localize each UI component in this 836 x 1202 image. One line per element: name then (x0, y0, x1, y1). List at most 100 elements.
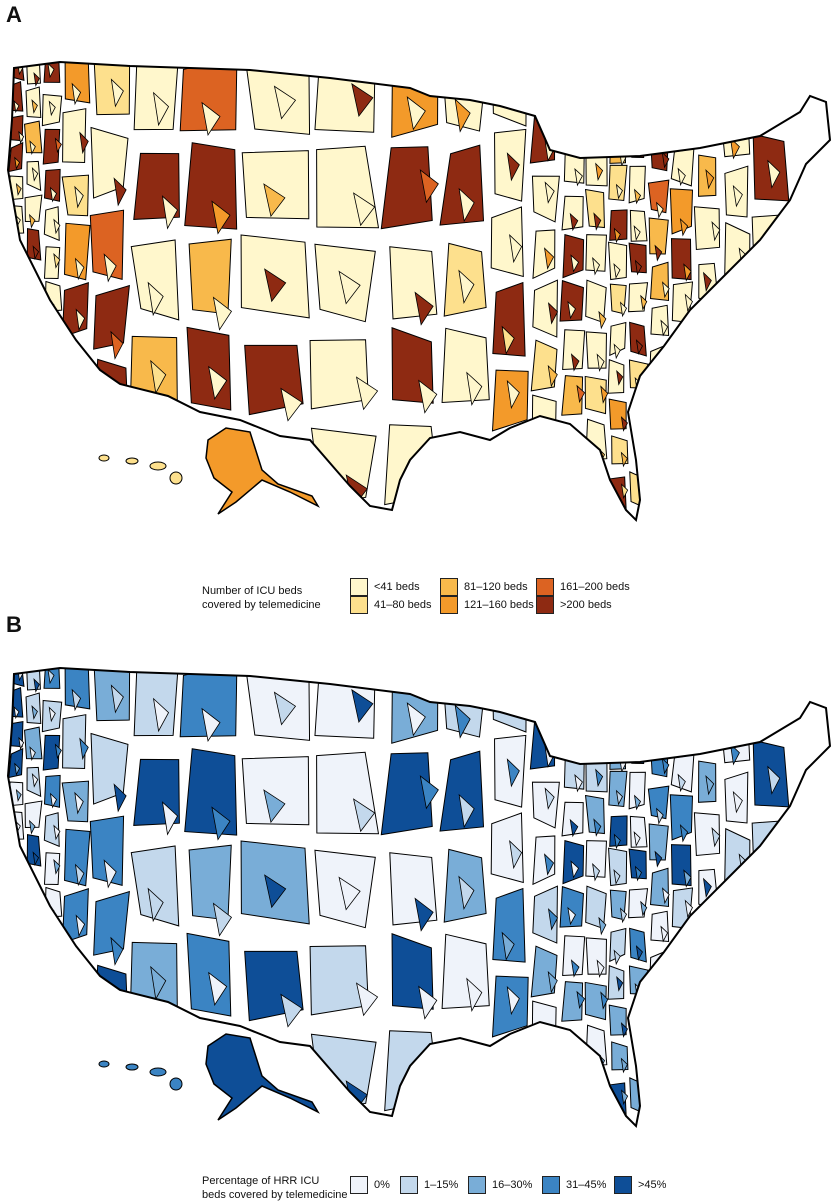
hrr-region (48, 706, 56, 723)
hrr-region (608, 164, 628, 202)
hrr-region (8, 668, 25, 687)
hrr-region (273, 85, 297, 120)
panel-b-letter: B (6, 612, 22, 637)
hrr-region (18, 130, 25, 144)
hrr-region (593, 818, 602, 837)
hrr-region (48, 100, 56, 117)
hrr-region (619, 907, 628, 924)
hrr-region (26, 228, 42, 261)
hrr-region (133, 62, 179, 131)
hrr-region (562, 329, 586, 371)
hrr-region (619, 301, 628, 318)
hrr-region (490, 206, 524, 278)
hrr-region (18, 736, 25, 750)
hrr-region (412, 469, 432, 505)
hrr-region (647, 179, 670, 214)
hrr-region (584, 794, 605, 835)
hrr-region (633, 225, 641, 241)
hrr-region (607, 965, 625, 1000)
hrr-region (585, 840, 607, 878)
hrr-region (628, 771, 646, 810)
hrr-region (454, 704, 471, 739)
hawaii-islands-a (98, 454, 183, 485)
hrr-region (532, 229, 556, 280)
legend-label: <41 beds (374, 581, 420, 593)
hrr-region (15, 182, 22, 197)
hrr-region (8, 141, 24, 173)
hrr-region (541, 1024, 552, 1047)
legend-title-line2: beds covered by telemedicine (202, 1189, 348, 1201)
hrr-region (309, 339, 369, 410)
hrr-region (654, 850, 663, 868)
hrr-region (147, 887, 164, 923)
hrr-region (600, 991, 609, 1010)
hrr-region (585, 234, 607, 272)
hrr-region (705, 775, 715, 796)
hrr-region (567, 906, 576, 926)
hrr-region (316, 751, 380, 835)
hrr-region (570, 860, 580, 879)
hrr-region (31, 166, 39, 182)
hrr-region (75, 914, 86, 938)
hrr-region (633, 831, 641, 847)
hrr-region (64, 828, 91, 887)
hrr-region (264, 874, 287, 909)
legend-swatch (542, 1176, 560, 1194)
hrr-region (628, 359, 649, 389)
hrr-region (439, 750, 485, 832)
hrr-region (53, 859, 61, 875)
hrr-region (24, 726, 43, 760)
hrr-region (613, 833, 621, 850)
hrr-region (628, 282, 649, 313)
hrr-region (629, 209, 648, 242)
hrr-region (29, 140, 36, 155)
hrr-region (773, 852, 787, 882)
hrr-region (188, 238, 232, 315)
hrr-region (532, 835, 556, 886)
hrr-region (264, 268, 287, 303)
hrr-region (117, 994, 131, 1024)
hrr-region (562, 233, 585, 279)
legend-swatch (536, 596, 554, 614)
hrr-region (584, 981, 607, 1021)
hrr-region (506, 152, 520, 182)
hrr-region (609, 209, 628, 241)
hrr-region (351, 83, 374, 118)
hrr-region (773, 246, 787, 276)
legend-title-line2: covered by telemedicine (202, 599, 321, 611)
hrr-region (608, 770, 628, 808)
hrr-region (29, 746, 36, 761)
hrr-region (595, 162, 604, 182)
hrr-region (338, 270, 361, 305)
legend-icu-beds: Number of ICU beds covered by telemedici… (202, 578, 662, 618)
hawaii-island (125, 1063, 139, 1071)
hrr-region (43, 246, 61, 279)
legend-label: 81–120 beds (464, 581, 528, 593)
hrr-region (351, 689, 374, 724)
hawaii-island (98, 1060, 110, 1068)
hrr-region (280, 993, 303, 1028)
hrr-region (150, 359, 167, 395)
hrr-region (79, 131, 89, 155)
hrr-region (8, 62, 25, 81)
hrr-region (441, 327, 490, 404)
hrr-region (62, 108, 87, 163)
hrr-region (441, 933, 490, 1010)
hrr-region (42, 734, 61, 771)
hrr-region (458, 187, 475, 223)
legend-title-line1: Number of ICU beds (202, 585, 303, 597)
hrr-region (613, 869, 621, 885)
hrr-region (562, 839, 585, 885)
hrr-region (502, 77, 516, 108)
hrr-region (620, 416, 628, 432)
panel-a-letter: A (6, 2, 22, 27)
hrr-region (241, 150, 310, 220)
hrr-region (54, 137, 62, 154)
hrr-region (679, 218, 689, 237)
hrr-region (531, 175, 560, 223)
hrr-region (184, 142, 238, 230)
hrr-region (684, 899, 693, 919)
hrr-region (184, 748, 238, 836)
legend-label: 41–80 beds (374, 599, 432, 611)
hrr-region (608, 847, 628, 887)
